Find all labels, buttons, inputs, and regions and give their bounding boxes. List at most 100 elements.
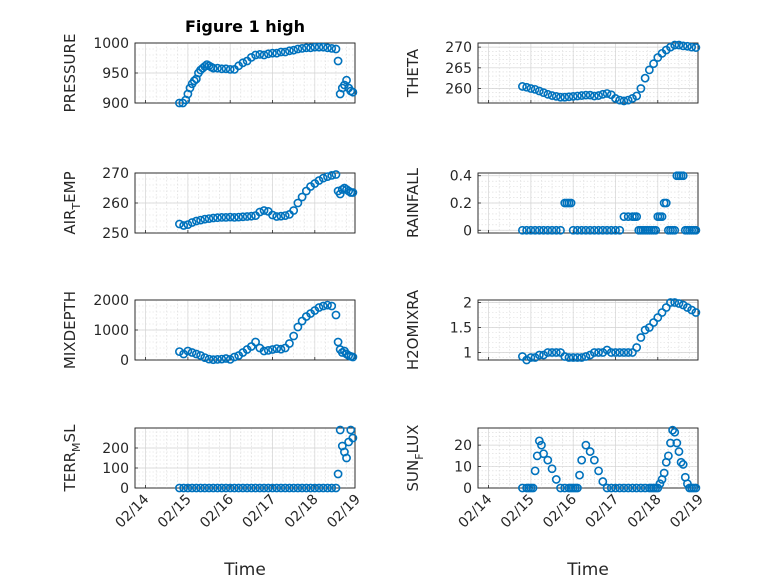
data-point <box>285 483 294 493</box>
data-point <box>602 89 612 98</box>
data-point <box>636 84 646 93</box>
x-tick-label: 02/14 <box>456 491 496 531</box>
y-tick-label: 270 <box>102 166 129 182</box>
data-point <box>280 211 290 220</box>
data-point <box>585 90 595 100</box>
data-point <box>691 483 701 493</box>
subplot-air-temp: 250 260 270 AIRTEMP <box>61 166 358 242</box>
data-point <box>175 219 184 229</box>
data-point <box>528 483 538 493</box>
data-point <box>289 45 299 55</box>
data-point <box>251 50 260 60</box>
data-point <box>333 469 343 479</box>
data-point <box>670 298 680 307</box>
data-point <box>522 82 532 92</box>
data-point <box>230 483 239 493</box>
y-axis-label: THETA <box>404 48 422 98</box>
data-point <box>666 438 675 448</box>
y-tick-label: 270 <box>445 40 472 56</box>
data-point <box>289 483 299 493</box>
data-point <box>242 483 252 493</box>
data-point <box>560 352 570 361</box>
data-point <box>251 337 260 347</box>
y-tick-label: 1 <box>463 346 472 362</box>
data-point <box>644 323 654 332</box>
data-point <box>657 212 667 222</box>
data-point <box>670 40 680 50</box>
data-point <box>318 301 328 311</box>
data-point <box>589 455 599 465</box>
data-point <box>204 354 214 364</box>
y-tick-label: 0 <box>120 353 129 369</box>
data-point <box>213 354 222 364</box>
x-tick-label: 02/15 <box>498 492 538 532</box>
y-tick-label: 1000 <box>93 36 129 52</box>
data-point <box>280 483 290 493</box>
figure-title: Figure 1 high <box>185 17 305 36</box>
data-point <box>518 483 527 493</box>
subplot-terr-msl: 0 100 200 TERRMSL 02/14 02/15 02/16 02/17 02/18 0… <box>61 424 364 580</box>
data-point <box>221 212 231 222</box>
y-tick-label: 250 <box>102 226 129 242</box>
data-point <box>238 483 248 493</box>
data-point <box>301 43 311 53</box>
data-point <box>289 331 299 341</box>
data-point <box>661 198 671 208</box>
data-point <box>556 225 565 235</box>
data-point <box>318 483 328 493</box>
data-point <box>611 483 620 493</box>
data-point <box>522 225 532 235</box>
data-point <box>183 483 193 493</box>
data-point <box>560 483 570 493</box>
data-point <box>327 301 337 311</box>
data-point <box>551 91 561 101</box>
data-point <box>189 76 199 86</box>
data-point <box>628 348 637 357</box>
data-point <box>280 47 290 57</box>
data-point <box>678 171 688 181</box>
data-point <box>581 440 591 450</box>
data-point <box>217 483 227 493</box>
data-point <box>208 483 218 493</box>
axis-border <box>134 427 356 489</box>
y-tick-label: 900 <box>102 96 129 112</box>
data-point <box>566 198 576 208</box>
data-point <box>323 483 332 493</box>
y-tick-label: 20 <box>454 438 472 454</box>
data-point <box>331 170 341 179</box>
data-point <box>615 483 625 493</box>
data-point <box>200 483 210 493</box>
data-point <box>200 353 210 362</box>
data-point <box>606 225 616 235</box>
data-point <box>575 470 584 480</box>
data-point <box>615 225 625 235</box>
data-point <box>230 212 239 222</box>
data-point <box>208 213 218 223</box>
axis-border <box>477 427 699 489</box>
data-point <box>276 344 286 354</box>
data-point <box>221 483 231 493</box>
x-tick-label: 02/18 <box>625 492 665 532</box>
data-point <box>547 464 557 474</box>
data-point <box>225 483 235 493</box>
x-tick-label: 02/14 <box>113 491 153 531</box>
data-point <box>691 225 701 235</box>
data-point <box>602 483 612 493</box>
data-point <box>670 427 680 437</box>
data-point <box>221 354 231 363</box>
data-point <box>342 75 351 85</box>
x-tick-label: 02/17 <box>582 492 622 532</box>
data-point <box>640 483 650 493</box>
data-point <box>568 225 578 235</box>
data-point <box>543 348 553 357</box>
data-point <box>518 82 527 91</box>
data-point <box>526 353 536 362</box>
data-point <box>683 41 692 51</box>
data-point <box>333 337 343 347</box>
data-point <box>611 225 620 235</box>
data-point <box>632 483 642 493</box>
data-point <box>636 483 646 493</box>
data-point <box>543 89 553 99</box>
data-point <box>346 425 356 435</box>
